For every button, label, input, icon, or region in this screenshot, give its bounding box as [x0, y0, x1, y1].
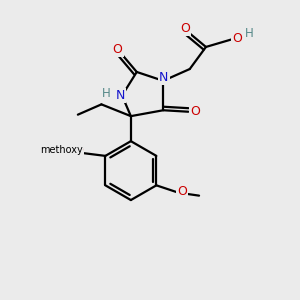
- Text: O: O: [190, 105, 200, 118]
- Text: N: N: [159, 71, 169, 84]
- Text: O: O: [73, 143, 83, 157]
- Text: O: O: [232, 32, 242, 45]
- Text: N: N: [115, 89, 125, 102]
- Text: H: H: [101, 87, 110, 100]
- Text: methoxy: methoxy: [40, 145, 82, 155]
- Text: H: H: [245, 27, 254, 40]
- Text: O: O: [180, 22, 190, 35]
- Text: O: O: [177, 185, 187, 198]
- Text: O: O: [113, 44, 122, 56]
